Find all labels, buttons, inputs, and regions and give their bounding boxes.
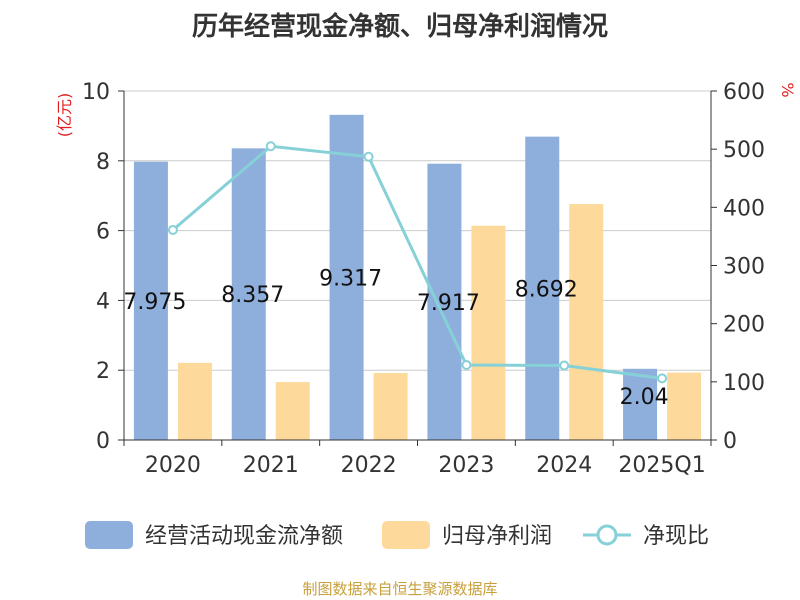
data-label: 9.317 [319,266,382,291]
left-tick-label: 10 [82,80,110,105]
x-tick-label: 2020 [145,453,201,478]
x-tick-label: 2022 [341,453,397,478]
data-label: 8.692 [515,277,578,302]
data-label: 2.04 [620,385,669,410]
line-point [265,141,276,152]
bar [373,372,408,440]
legend-swatch [382,521,430,549]
bar [667,372,702,440]
right-axis-unit: % [778,82,797,97]
bar [231,148,266,440]
legend-label: 经营活动现金流净额 [145,524,343,549]
bar [177,362,212,440]
source-note: 制图数据来自恒生聚源数据库 [302,580,498,598]
data-label: 7.975 [123,290,186,315]
data-label: 8.357 [221,283,284,308]
bar [525,136,560,440]
left-tick-label: 0 [96,429,110,454]
legend-swatch [85,521,133,549]
right-tick-label: 300 [723,255,765,280]
left-tick-label: 4 [96,289,110,314]
left-tick-label: 6 [96,220,110,245]
left-tick-label: 8 [96,150,110,175]
chart-title: 历年经营现金净额、归母净利润情况 [191,12,608,42]
right-tick-label: 400 [723,196,765,221]
line-point [167,225,178,236]
bar [133,161,168,441]
left-axis-unit: (亿元) [55,93,74,138]
bar [569,204,604,440]
right-tick-label: 0 [723,429,737,454]
x-tick-label: 2025Q1 [618,453,705,478]
line-point [657,373,668,384]
right-tick-label: 600 [723,80,765,105]
x-tick-label: 2024 [536,453,592,478]
line-point [363,151,374,162]
bar [329,114,364,440]
line-point [559,360,570,371]
legend-marker [596,524,618,546]
data-label: 7.917 [417,291,480,316]
line-series [171,144,663,380]
bar [623,368,658,440]
legend-label: 净现比 [643,524,709,549]
x-tick-label: 2021 [243,453,299,478]
right-tick-label: 200 [723,313,765,338]
x-tick-label: 2023 [438,453,494,478]
left-tick-label: 2 [96,359,110,384]
bar [275,382,310,440]
legend-label: 归母净利润 [442,524,552,549]
bar [471,225,506,440]
bar [427,163,462,440]
line-point [461,359,472,370]
right-tick-label: 500 [723,138,765,163]
right-tick-label: 100 [723,371,765,396]
